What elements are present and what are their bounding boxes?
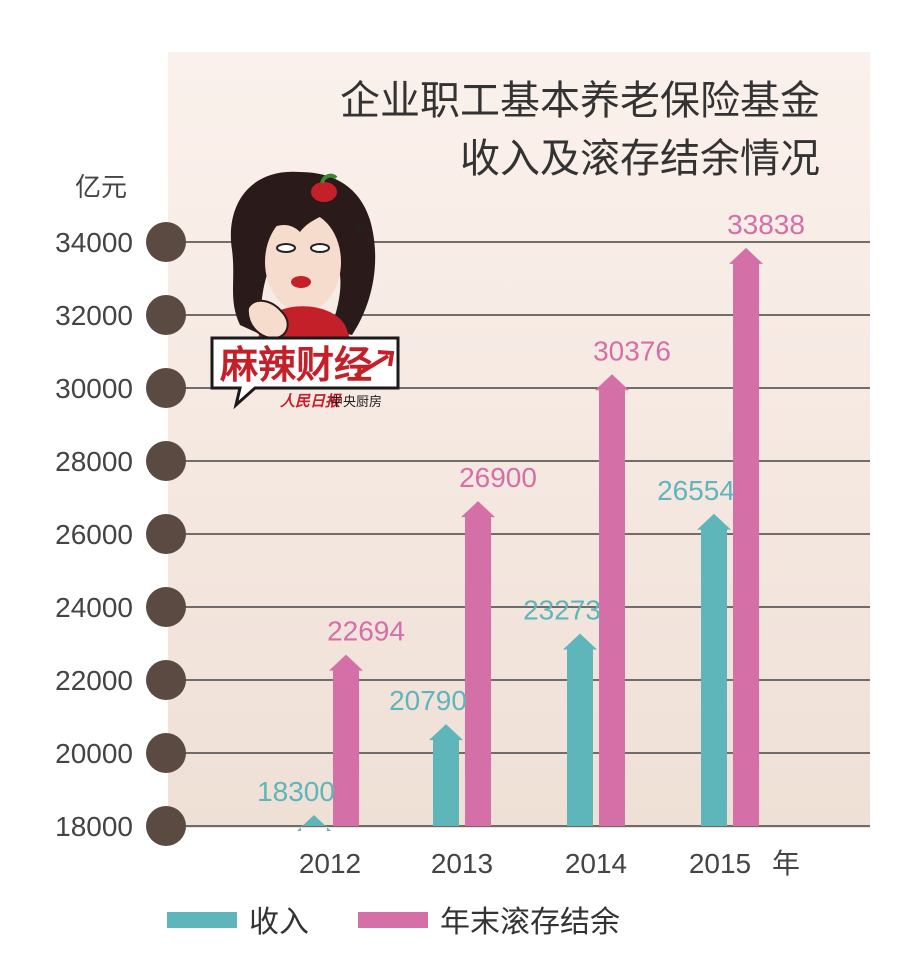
logo-speech-bubble	[210, 336, 400, 410]
bar-balance	[329, 654, 363, 826]
data-label-balance: 26900	[459, 462, 537, 493]
mascot-logo: ® 麻辣财经 人民日报 中央厨房	[210, 171, 400, 410]
legend-label-income: 收入	[249, 905, 309, 940]
logo-publisher-suffix: 中央厨房	[330, 394, 382, 410]
chili-stem-icon	[320, 173, 338, 184]
y-tick-label: 26000	[55, 519, 133, 550]
x-axis: 2012 2013 2014 2015	[299, 848, 751, 879]
mascot-lips	[291, 276, 311, 288]
legend-swatch-balance	[358, 912, 428, 928]
y-tick-marker	[146, 806, 186, 846]
y-tick-marker	[146, 733, 186, 773]
data-label-income: 23273	[523, 595, 601, 626]
mascot-pointing-hand	[246, 299, 289, 340]
mascot-hair	[230, 171, 376, 335]
x-tick-label: 2013	[431, 848, 493, 879]
logo-arrow-icon	[353, 350, 395, 378]
y-tick-marker	[146, 587, 186, 627]
x-tick-label: 2012	[299, 848, 361, 879]
x-axis-unit: 年	[772, 848, 800, 879]
data-labels: 18300 20790 23273 26554 22694 26900 30376 33838	[257, 209, 805, 807]
mascot-left-eye	[276, 243, 296, 253]
y-tick-label: 32000	[55, 300, 133, 331]
y-tick-marker	[146, 222, 186, 262]
chili-icon	[311, 182, 337, 202]
chart-subtitle: 收入及滚存结余情况	[460, 136, 820, 182]
y-tick-label: 18000	[55, 811, 133, 842]
y-tick-label: 34000	[55, 227, 133, 258]
y-tick-label: 28000	[55, 446, 133, 477]
y-tick-marker	[146, 441, 186, 481]
y-axis: 18000 20000 22000 24000 26000 28000 30000 32000…	[55, 222, 186, 846]
legend-label-balance: 年末滚存结余	[440, 905, 620, 940]
x-tick-label: 2014	[565, 848, 627, 879]
logo-title: 麻辣财经	[220, 343, 372, 387]
bars	[297, 247, 763, 832]
y-tick-marker	[146, 514, 186, 554]
legend: 收入 年末滚存结余	[167, 905, 620, 940]
bar-balance	[595, 374, 629, 826]
bar-income	[429, 724, 463, 826]
data-label-balance: 30376	[593, 335, 671, 366]
data-label-income: 26554	[657, 475, 735, 506]
data-label-balance: 22694	[327, 616, 405, 647]
y-axis-unit: 亿元	[75, 173, 127, 203]
y-tick-label: 20000	[55, 738, 133, 769]
registered-mark: ®	[352, 219, 368, 238]
logo-publisher: 人民日报	[280, 392, 342, 410]
mascot-face	[265, 212, 341, 312]
y-tick-marker	[146, 660, 186, 700]
data-label-income: 18300	[257, 776, 335, 807]
bar-income	[563, 633, 597, 826]
mascot-right-eye	[310, 243, 330, 253]
mascot-bangs	[268, 197, 338, 232]
y-tick-label: 22000	[55, 665, 133, 696]
x-tick-label: 2015	[689, 848, 751, 879]
legend-swatch-income	[167, 912, 237, 928]
data-label-balance: 33838	[727, 209, 805, 240]
bar-balance	[729, 247, 763, 827]
y-tick-label: 24000	[55, 592, 133, 623]
bar-income	[697, 513, 731, 826]
y-tick-label: 30000	[55, 373, 133, 404]
data-label-income: 20790	[389, 685, 467, 716]
y-tick-marker	[146, 368, 186, 408]
bar-income	[297, 815, 331, 832]
bar-balance	[461, 501, 495, 826]
y-tick-marker	[146, 295, 186, 335]
chart-title: 企业职工基本养老保险基金	[340, 78, 820, 124]
